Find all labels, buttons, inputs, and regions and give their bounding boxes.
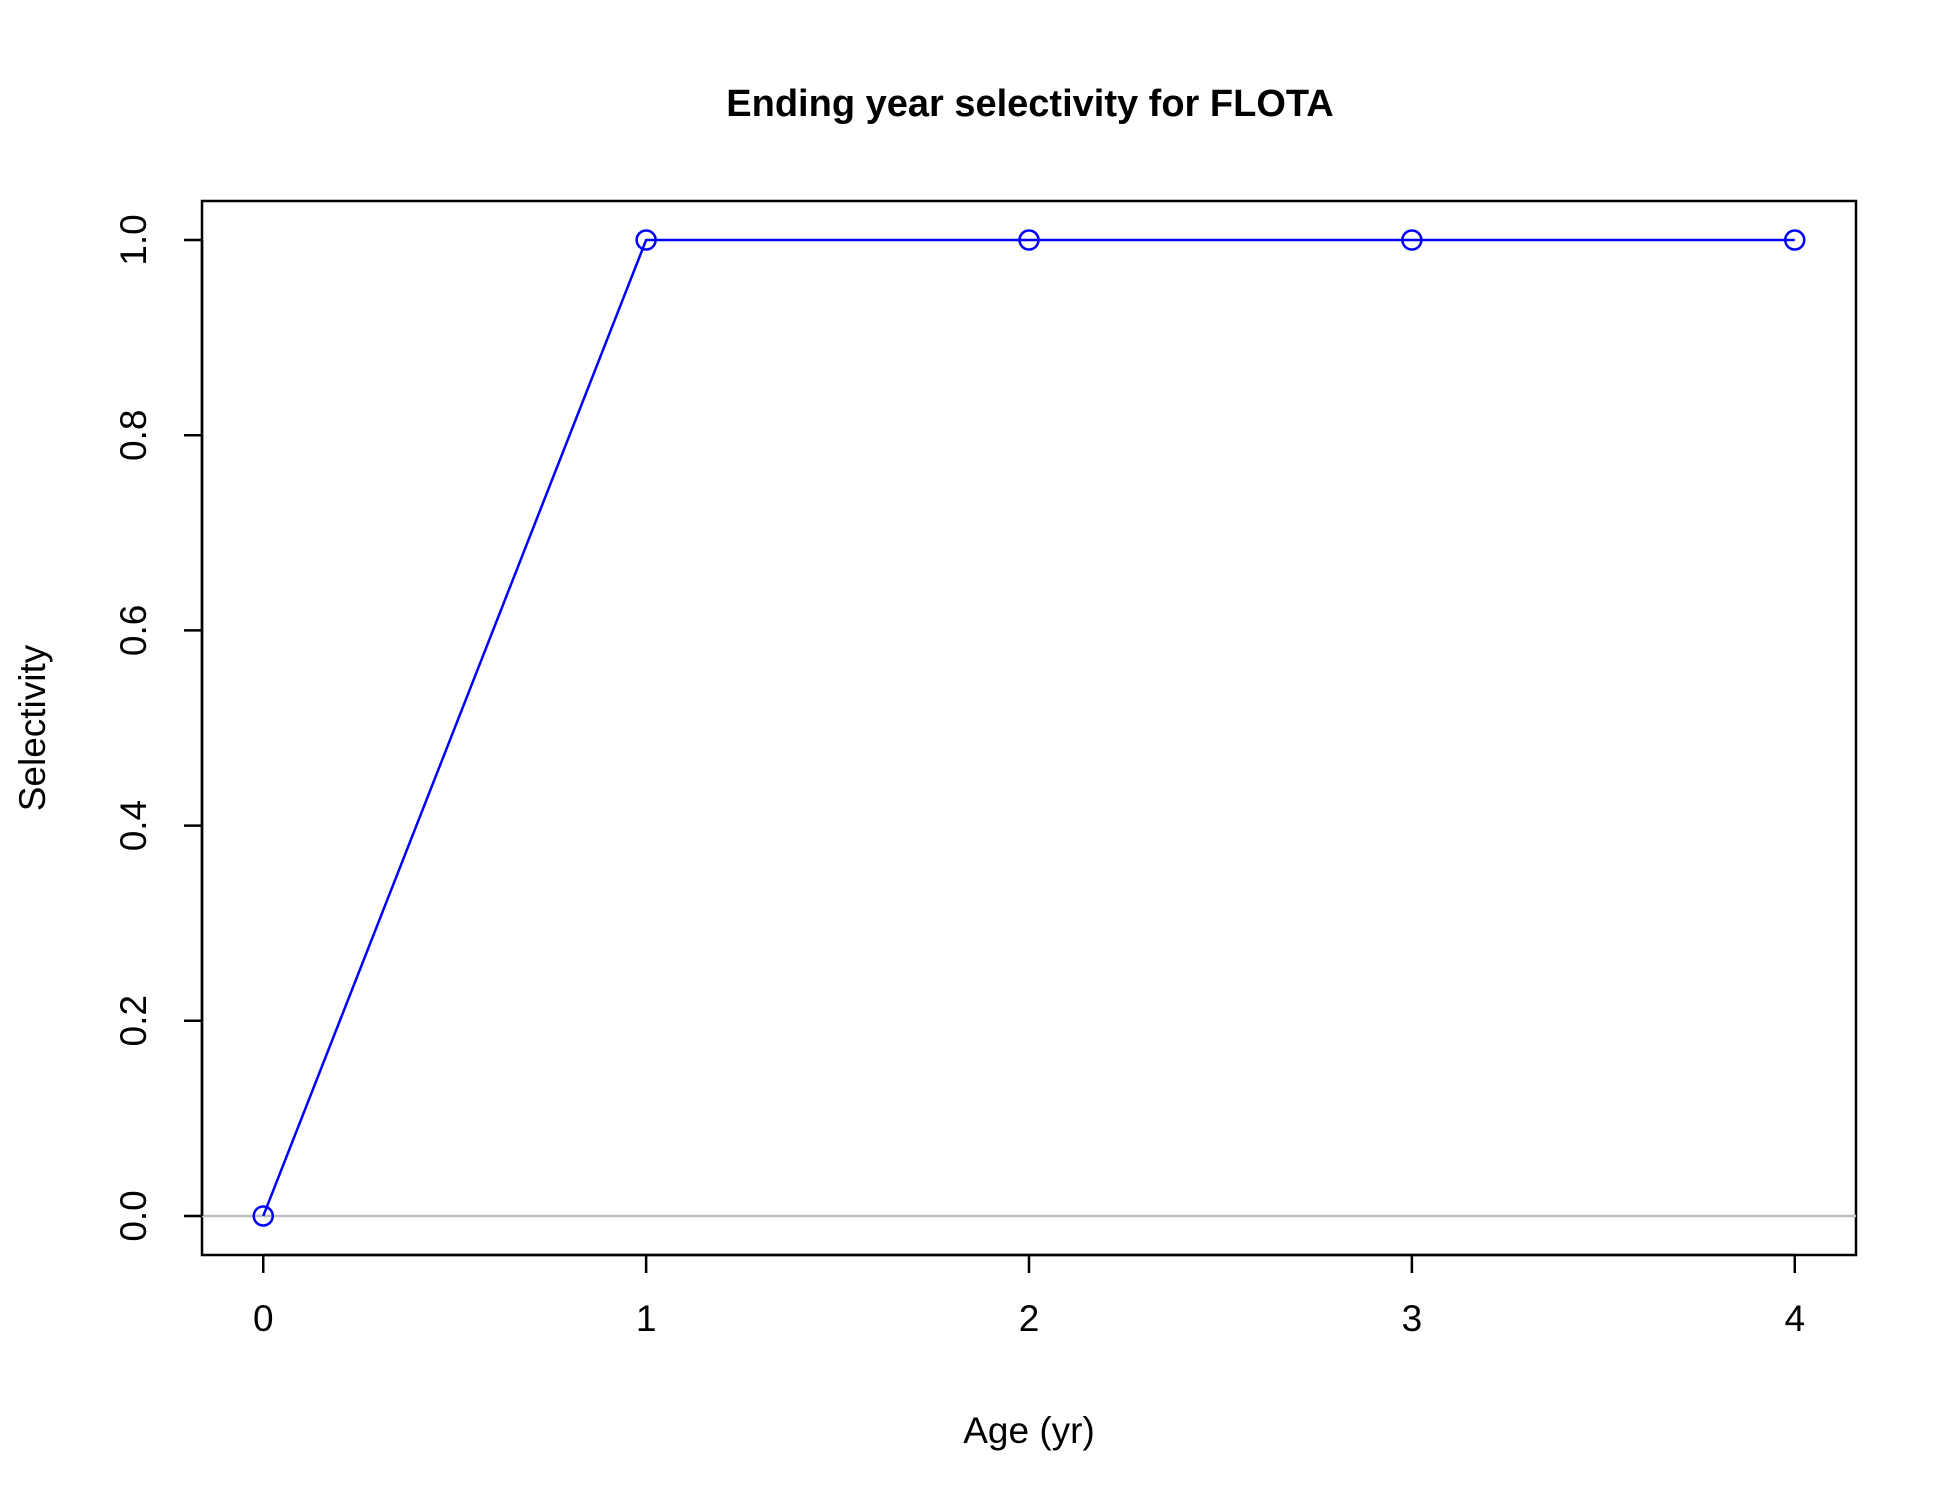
data-point-marker	[635, 229, 657, 251]
x-tick-label: 4	[1784, 1298, 1805, 1339]
data-point-marker	[1401, 229, 1423, 251]
y-tick-label: 0.6	[113, 605, 154, 656]
data-point-marker	[1018, 229, 1040, 251]
data-point-marker	[1783, 229, 1806, 251]
x-tick-label: 2	[1019, 1298, 1040, 1339]
y-axis-label: Selectivity	[12, 644, 53, 811]
y-tick-label: 0.0	[113, 1190, 154, 1241]
y-tick-label: 0.8	[113, 410, 154, 461]
plot-area-frame	[200, 199, 1858, 1257]
x-tick-label: 3	[1402, 1298, 1423, 1339]
chart-title: Ending year selectivity for FLOTA	[726, 83, 1333, 125]
series-layer	[252, 229, 1806, 1227]
y-tick-label: 0.4	[113, 800, 154, 851]
y-tick-label: 0.2	[113, 995, 154, 1046]
series-line	[262, 238, 1795, 1217]
y-tick-label: 1.0	[113, 214, 154, 265]
x-tick-label: 0	[253, 1298, 274, 1339]
x-axis: 0 1 2 3 4	[253, 1253, 1805, 1339]
x-axis-label: Age (yr)	[963, 1410, 1095, 1451]
x-tick-label: 1	[636, 1298, 657, 1339]
data-point-marker	[252, 1205, 275, 1227]
y-axis: 0.0 0.2 0.4 0.6 0.8 1.0	[113, 214, 204, 1242]
